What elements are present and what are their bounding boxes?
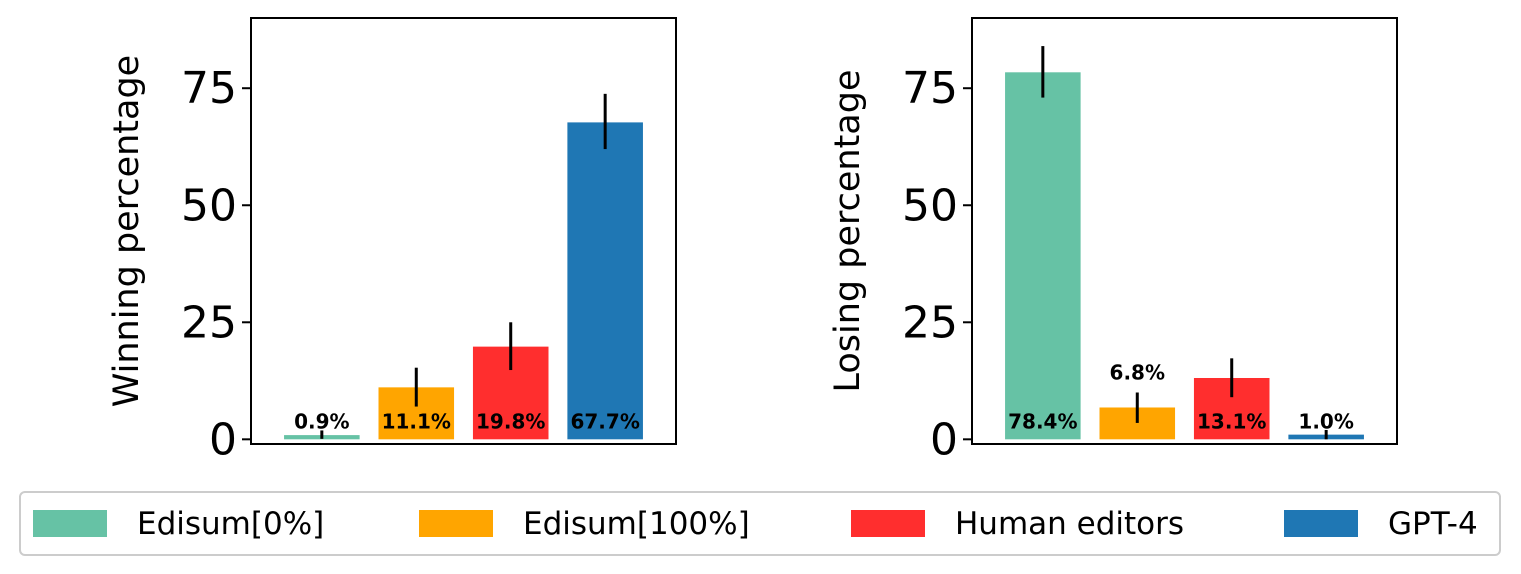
legend-item-edisum-100: Edisum[100%] xyxy=(419,493,750,554)
legend-label: Edisum[100%] xyxy=(523,505,750,542)
chart-panel-1: 0.9% 11.1% 19.8% 67.7% 0 25 50 75 Winning percen… xyxy=(107,17,677,465)
y-tick-label: 25 xyxy=(181,297,237,348)
legend-item-edisum-0: Edisum[0%] xyxy=(33,493,324,554)
data-label: 11.1% xyxy=(382,409,451,433)
y-tick-label: 50 xyxy=(181,180,237,231)
data-label: 6.8% xyxy=(1110,361,1165,385)
data-label: 13.1% xyxy=(1197,409,1266,433)
legend: Edisum[0%] Edisum[100%] Human editors GP… xyxy=(19,491,1501,556)
legend-swatch xyxy=(33,510,107,537)
chart-panel-2: 78.4% 6.8% 13.1% 1.0% 0 25 50 75 Losing percenta… xyxy=(828,17,1398,465)
data-label: 78.4% xyxy=(1008,409,1077,433)
data-label: 1.0% xyxy=(1298,409,1353,433)
legend-swatch xyxy=(851,510,925,537)
y-axis-label: Losing percentage xyxy=(828,69,868,392)
y-tick-label: 50 xyxy=(902,180,958,231)
legend-item-gpt-4: GPT-4 xyxy=(1284,493,1478,554)
legend-swatch xyxy=(1284,510,1358,537)
legend-item-human-editors: Human editors xyxy=(851,493,1184,554)
bar xyxy=(1005,72,1081,440)
y-tick-label: 75 xyxy=(181,63,237,114)
axes-frame xyxy=(250,17,677,445)
legend-label: Human editors xyxy=(955,505,1185,542)
y-tick-label: 0 xyxy=(930,414,958,465)
bar xyxy=(567,122,643,440)
legend-label: Edisum[0%] xyxy=(137,505,325,542)
y-tick-label: 0 xyxy=(209,414,237,465)
legend-swatch xyxy=(419,510,493,537)
axes-frame xyxy=(971,17,1398,445)
data-label: 19.8% xyxy=(476,409,545,433)
y-tick-label: 75 xyxy=(902,63,958,114)
legend-label: GPT-4 xyxy=(1388,505,1478,542)
data-label: 67.7% xyxy=(570,409,639,433)
y-tick-label: 25 xyxy=(902,297,958,348)
data-label: 0.9% xyxy=(294,409,349,433)
y-axis-label: Winning percentage xyxy=(107,55,147,407)
chart-figure: 0.9% 11.1% 19.8% 67.7% 0 25 50 75 Winning percen… xyxy=(107,17,1398,465)
